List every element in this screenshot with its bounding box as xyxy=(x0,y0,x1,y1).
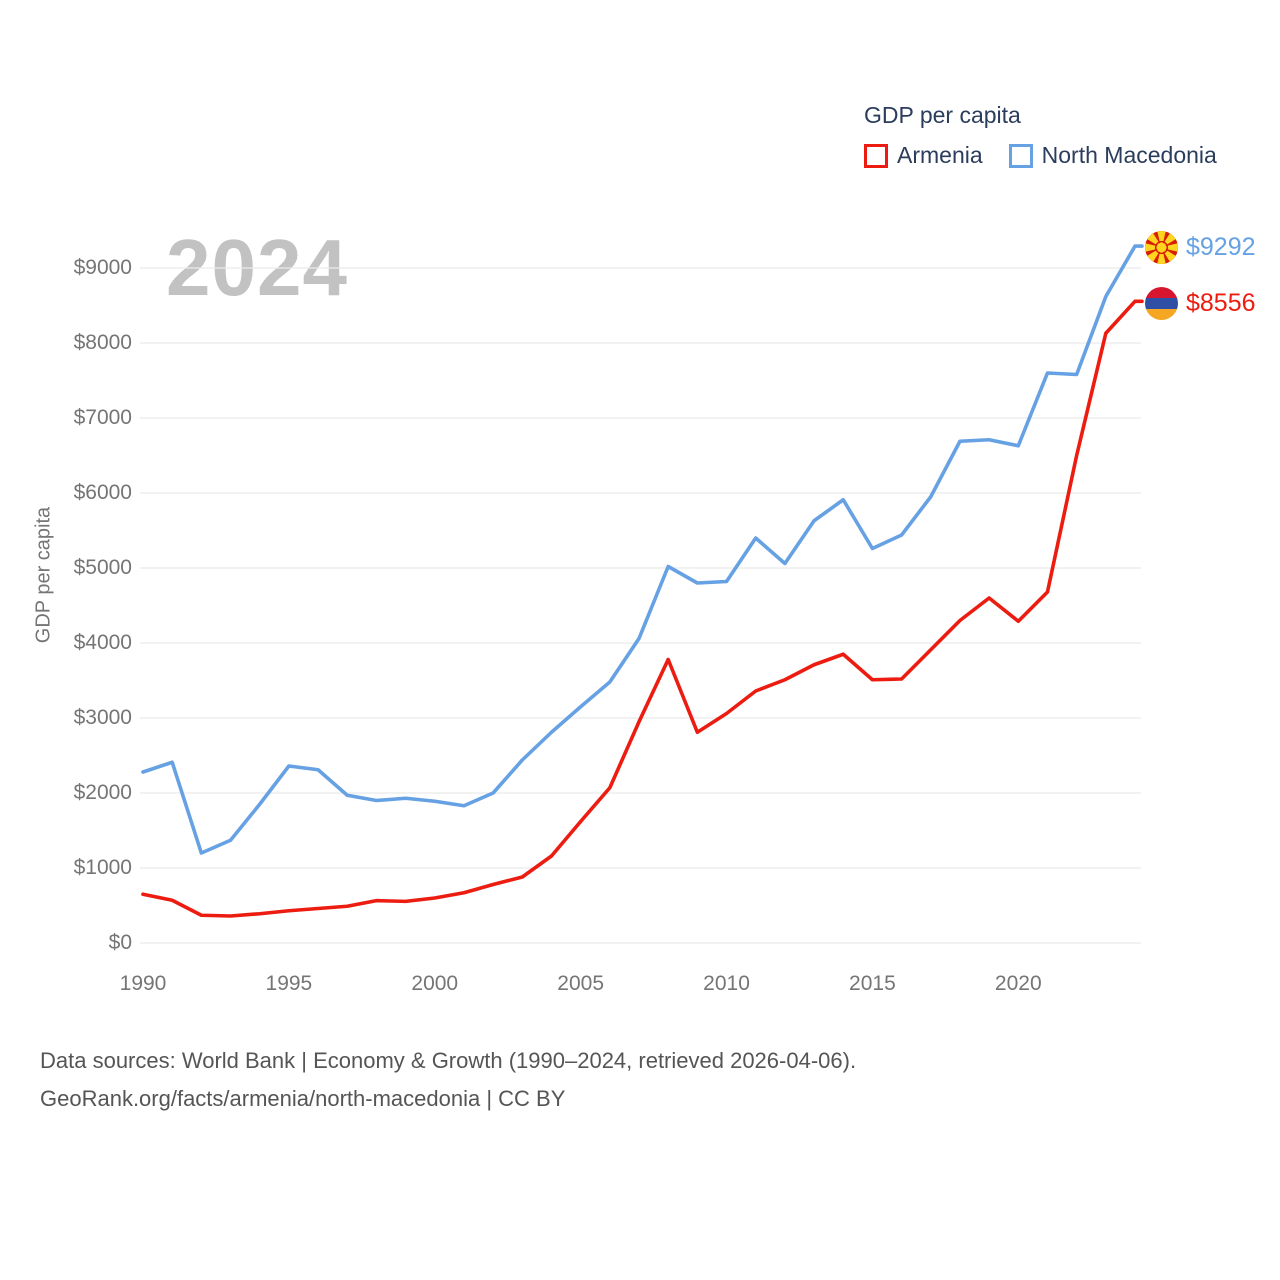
armenia-line xyxy=(141,299,1144,918)
sun-ray xyxy=(1145,243,1157,252)
x-tick-label: 1995 xyxy=(265,972,313,995)
sun-disc xyxy=(1156,242,1167,253)
legend-item-north-macedonia[interactable]: North Macedonia xyxy=(1008,142,1217,169)
sun-ray xyxy=(1166,243,1178,252)
y-tick-label: $9000 xyxy=(73,256,132,279)
y-axis-title: GDP per capita xyxy=(32,506,55,644)
data-sources-text: Data sources: World Bank | Economy & Gro… xyxy=(40,1048,857,1073)
y-tick-label: $2000 xyxy=(73,781,132,804)
footer: Data sources: World Bank | Economy & Gro… xyxy=(40,1042,856,1118)
y-tick-label: $6000 xyxy=(73,481,132,504)
year-watermark: 2024 xyxy=(166,223,348,312)
legend-item-label: Armenia xyxy=(897,142,983,168)
legend-title: GDP per capita xyxy=(864,102,1021,128)
armenia-final-value: $8556 xyxy=(1186,289,1256,317)
x-tick-label: 2005 xyxy=(557,972,604,995)
x-tick-label: 2010 xyxy=(703,972,750,995)
x-tick-label: 1990 xyxy=(119,972,167,995)
y-tick-label: $0 xyxy=(108,931,132,954)
y-tick-label: $3000 xyxy=(73,706,132,729)
legend-item-label: North Macedonia xyxy=(1041,142,1217,168)
y-tick-label: $7000 xyxy=(73,406,132,429)
armenia-end-label: $8556 xyxy=(1145,287,1256,320)
armenia-flag-icon xyxy=(1145,287,1178,320)
legend: GDP per capita Armenia North Macedonia xyxy=(864,102,1217,169)
legend-row: Armenia North Macedonia xyxy=(864,142,1217,169)
north-macedonia-final-value: $9292 xyxy=(1186,233,1256,261)
y-tick-label: $5000 xyxy=(73,556,132,579)
north-macedonia-flag-icon xyxy=(1145,231,1178,264)
north-macedonia-swatch-icon xyxy=(1008,143,1033,168)
y-tick-label: $4000 xyxy=(73,631,132,654)
y-tick-label: $1000 xyxy=(73,856,132,879)
north-macedonia-line xyxy=(141,244,1144,855)
north-macedonia-end-label: $9292 xyxy=(1145,231,1256,264)
sun-ray xyxy=(1157,252,1166,264)
legend-item-armenia[interactable]: Armenia xyxy=(864,142,983,169)
x-tick-label: 2015 xyxy=(849,972,896,995)
sun-ring xyxy=(1154,240,1169,255)
x-tick-label: 2020 xyxy=(994,972,1042,995)
attribution-text: GeoRank.org/facts/armenia/north-macedoni… xyxy=(40,1086,566,1111)
y-tick-label: $8000 xyxy=(73,331,132,354)
x-tick-label: 2000 xyxy=(411,972,459,995)
sun-ray xyxy=(1157,231,1166,243)
armenia-swatch-icon xyxy=(864,143,888,168)
